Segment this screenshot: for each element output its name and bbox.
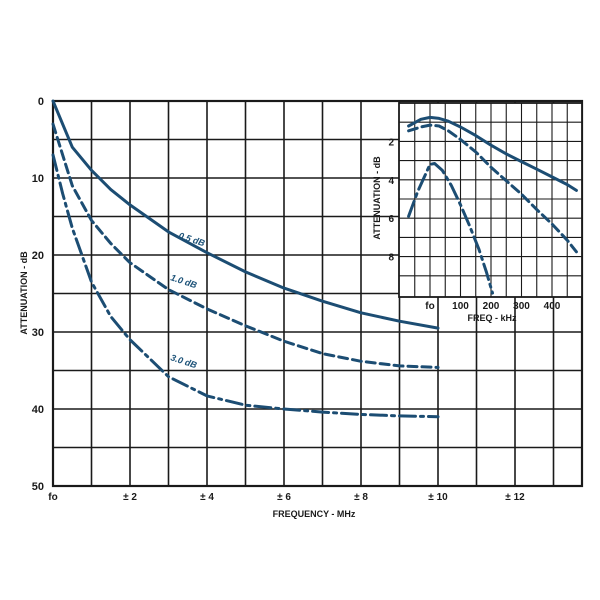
series-line-1-0-dB	[51, 122, 440, 369]
y-tick-label: 30	[32, 327, 44, 339]
x-tick-label: ± 10	[428, 492, 448, 503]
y-tick-label: 10	[32, 173, 44, 185]
inset-y-tick-label: 8	[388, 253, 394, 264]
x-tick-label: fo	[48, 492, 57, 503]
y-tick-label: 40	[32, 404, 44, 416]
x-tick-label: ± 4	[200, 492, 214, 503]
y-tick-label: 50	[32, 481, 44, 493]
inset-x-tick-label: 300	[513, 301, 530, 312]
series-line-3-0-dB	[51, 153, 440, 419]
inset-y-tick-label: 2	[388, 137, 394, 148]
inset-series-line-1-0-dB	[407, 123, 578, 254]
x-tick-label: ± 12	[505, 492, 525, 503]
inset-y-axis-title: ATTENUATION - dB	[372, 156, 382, 240]
y-tick-label: 0	[38, 96, 44, 108]
x-tick-label: ± 8	[354, 492, 368, 503]
y-tick-label: 20	[32, 250, 44, 262]
series-line-0-5-dB	[51, 99, 440, 330]
inset-x-tick-label: 200	[483, 301, 500, 312]
x-tick-label: ± 2	[123, 492, 137, 503]
inset-x-tick-label: 100	[452, 301, 469, 312]
inset-x-tick-label: 400	[544, 301, 561, 312]
inset-series-line-0-5-dB	[407, 115, 578, 192]
x-axis-title: FREQUENCY - MHz	[273, 509, 356, 519]
inset-x-tick-label: fo	[425, 301, 434, 312]
inset-plot: fo 100 200 300 400 2 4 6 8 FREQ - kHz ATTENUATION …	[372, 102, 583, 323]
y-axis-title: ATTENUATION - dB	[19, 251, 29, 335]
inset-y-tick-label: 4	[388, 176, 394, 187]
inset-x-axis-title: FREQ - kHz	[467, 313, 517, 323]
x-tick-label: ± 6	[277, 492, 291, 503]
inset-series-line-3-0-dB	[407, 162, 494, 295]
inset-y-tick-label: 6	[388, 214, 394, 225]
